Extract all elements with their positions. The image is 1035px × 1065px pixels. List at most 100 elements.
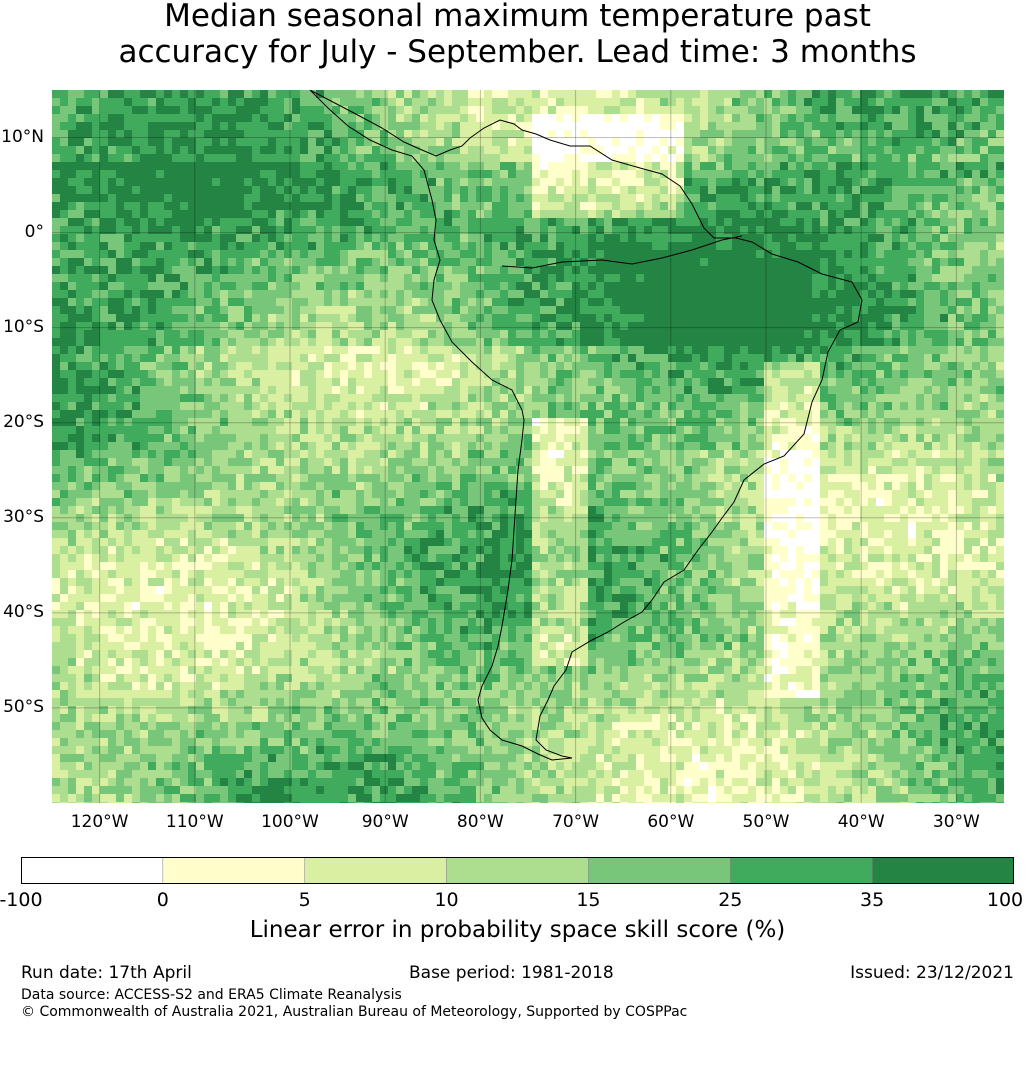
skill-cell: [228, 178, 236, 186]
skill-cell: [284, 194, 292, 202]
skill-cell: [444, 370, 452, 378]
skill-cell: [388, 370, 396, 378]
skill-cell: [108, 178, 116, 186]
skill-cell: [308, 194, 316, 202]
skill-cell: [252, 306, 260, 314]
skill-cell: [948, 282, 956, 290]
skill-cell: [988, 330, 996, 338]
skill-cell: [380, 162, 388, 170]
skill-cell: [124, 274, 132, 282]
skill-cell: [236, 234, 244, 242]
skill-cell: [844, 298, 852, 306]
skill-cell: [756, 418, 764, 426]
skill-cell: [956, 306, 964, 314]
skill-cell: [620, 114, 628, 122]
skill-cell: [188, 146, 196, 154]
skill-cell: [108, 362, 116, 370]
skill-cell: [732, 354, 740, 362]
skill-cell: [124, 298, 132, 306]
skill-cell: [124, 122, 132, 130]
skill-cell: [780, 154, 788, 162]
skill-cell: [436, 162, 444, 170]
skill-cell: [172, 290, 180, 298]
skill-cell: [756, 170, 764, 178]
skill-cell: [524, 314, 532, 322]
skill-cell: [556, 146, 564, 154]
skill-cell: [732, 266, 740, 274]
skill-cell: [348, 322, 356, 330]
skill-cell: [788, 146, 796, 154]
skill-cell: [900, 90, 908, 98]
skill-cell: [148, 218, 156, 226]
skill-cell: [868, 138, 876, 146]
skill-cell: [692, 274, 700, 282]
skill-cell: [244, 282, 252, 290]
skill-cell: [276, 266, 284, 274]
skill-cell: [108, 114, 116, 122]
skill-cell: [308, 362, 316, 370]
skill-cell: [964, 378, 972, 386]
skill-cell: [884, 290, 892, 298]
skill-cell: [612, 338, 620, 346]
skill-cell: [100, 210, 108, 218]
skill-cell: [500, 386, 508, 394]
skill-cell: [76, 122, 84, 130]
skill-cell: [308, 98, 316, 106]
skill-cell: [276, 354, 284, 362]
skill-cell: [684, 266, 692, 274]
skill-cell: [652, 314, 660, 322]
skill-cell: [508, 322, 516, 330]
skill-cell: [308, 330, 316, 338]
skill-cell: [372, 202, 380, 210]
skill-cell: [892, 210, 900, 218]
skill-cell: [540, 170, 548, 178]
skill-cell: [252, 346, 260, 354]
skill-cell: [748, 242, 756, 250]
skill-cell: [348, 418, 356, 426]
skill-cell: [652, 354, 660, 362]
skill-cell: [204, 290, 212, 298]
skill-cell: [732, 362, 740, 370]
skill-cell: [380, 258, 388, 266]
skill-cell: [212, 226, 220, 234]
skill-cell: [204, 266, 212, 274]
skill-cell: [60, 338, 68, 346]
skill-cell: [948, 170, 956, 178]
skill-cell: [836, 122, 844, 130]
skill-cell: [836, 346, 844, 354]
skill-cell: [396, 322, 404, 330]
skill-cell: [820, 410, 828, 418]
skill-cell: [452, 322, 460, 330]
skill-cell: [108, 258, 116, 266]
skill-cell: [684, 226, 692, 234]
skill-cell: [556, 202, 564, 210]
skill-cell: [556, 298, 564, 306]
skill-cell: [908, 330, 916, 338]
skill-cell: [388, 314, 396, 322]
skill-cell: [164, 162, 172, 170]
skill-cell: [748, 226, 756, 234]
skill-cell: [636, 378, 644, 386]
skill-cell: [876, 306, 884, 314]
skill-cell: [740, 362, 748, 370]
skill-cell: [724, 242, 732, 250]
skill-cell: [660, 314, 668, 322]
skill-cell: [148, 274, 156, 282]
skill-cell: [596, 122, 604, 130]
skill-cell: [404, 330, 412, 338]
skill-cell: [500, 274, 508, 282]
skill-cell: [348, 106, 356, 114]
skill-cell: [132, 154, 140, 162]
skill-cell: [172, 330, 180, 338]
skill-cell: [668, 314, 676, 322]
skill-cell: [396, 290, 404, 298]
skill-cell: [420, 282, 428, 290]
skill-cell: [172, 98, 180, 106]
skill-cell: [492, 370, 500, 378]
skill-cell: [380, 250, 388, 258]
skill-cell: [380, 274, 388, 282]
skill-cell: [484, 282, 492, 290]
skill-cell: [988, 122, 996, 130]
skill-cell: [276, 162, 284, 170]
skill-cell: [380, 402, 388, 410]
